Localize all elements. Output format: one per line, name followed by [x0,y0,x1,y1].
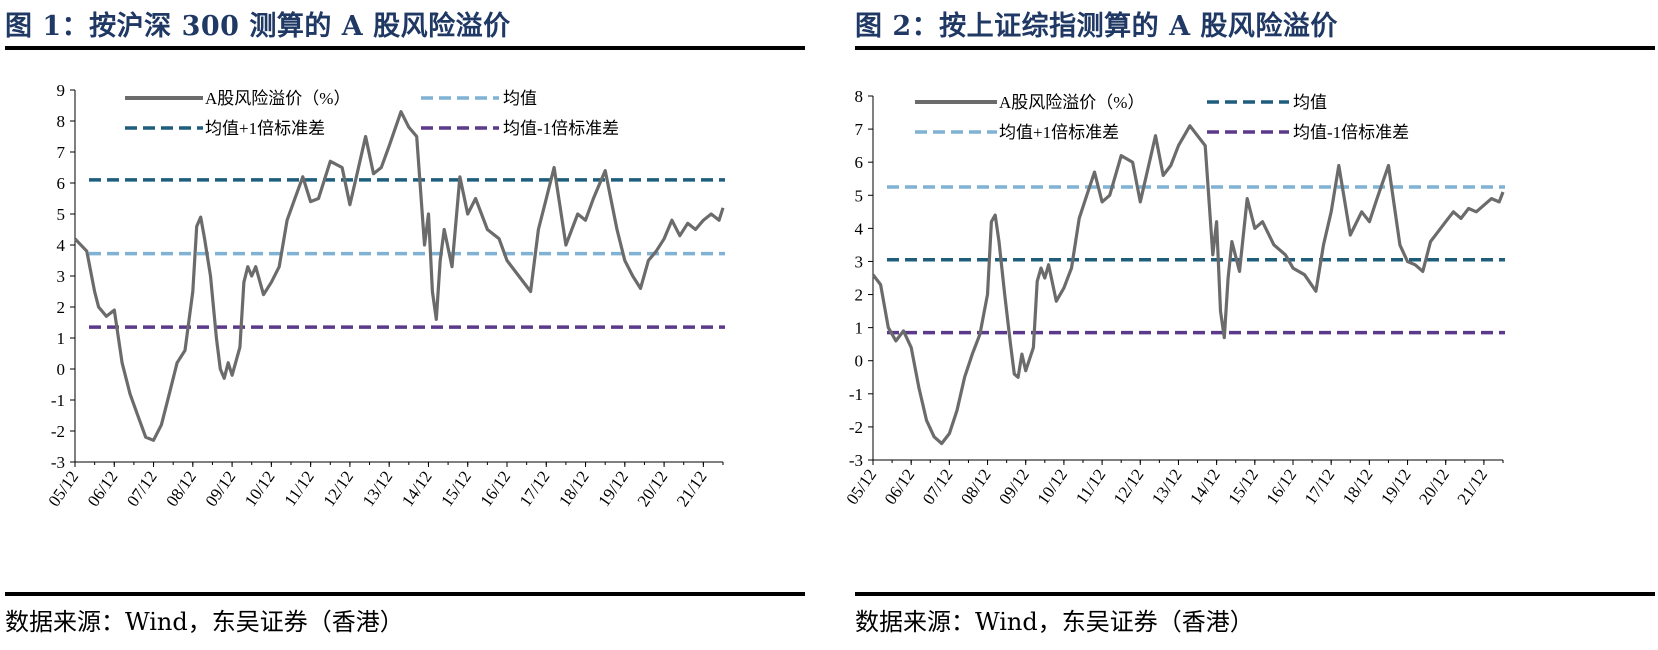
source-rule [855,592,1655,596]
legend-label-series: A股风险溢价（%） [205,89,350,108]
x-tick-label: 06/12 [881,465,919,508]
y-tick-label: 5 [855,186,864,205]
y-tick-label: 9 [57,81,66,100]
x-tick-label: 18/12 [555,467,593,510]
y-tick-label: 2 [855,286,864,305]
legend-label-mean-minus: 均值-1倍标准差 [1293,123,1409,142]
legend-label-mean-minus: 均值-1倍标准差 [503,119,619,138]
y-tick-label: 7 [855,120,864,139]
x-tick-label: 17/12 [516,467,554,510]
x-tick-label: 16/12 [476,467,514,510]
y-tick-label: 6 [855,153,864,172]
y-tick-label: 1 [57,329,66,348]
source-note: 数据来源：Wind，东吴证券（香港） [5,608,404,636]
y-tick-label: -3 [51,453,65,472]
y-tick-label: -1 [51,391,65,410]
y-tick-label: 3 [855,252,864,271]
x-tick-label: 14/12 [398,467,436,510]
x-tick-label: 12/12 [319,467,357,510]
x-tick-label: 09/12 [202,467,240,510]
x-tick-label: 09/12 [995,465,1033,508]
plot-area: -3 -2 -1 0 1 2 3 4 5 6 7 8 9 05/12 06/12 07/12 08/12 09/1… [44,81,725,510]
legend-label-mean: 均值 [1293,93,1327,112]
x-tick-label: 15/12 [437,467,475,510]
title-rule [5,46,805,50]
x-tick-label: 14/12 [1186,465,1224,508]
x-tick-label: 08/12 [162,467,200,510]
plot-area: -3 -2 -1 0 1 2 3 4 5 6 7 8 05/12 06/12 07/12 08/12 09/12… [842,87,1505,508]
y-tick-label: 5 [57,205,66,224]
x-tick-label: 13/12 [1148,465,1186,508]
legend-label-mean-plus: 均值+1倍标准差 [999,123,1119,142]
source-note: 数据来源：Wind，东吴证券（香港） [855,608,1254,636]
y-tick-label: -1 [849,385,863,404]
x-tick-label: 20/12 [634,467,672,510]
title-rule [855,46,1655,50]
legend: A股风险溢价（%） 均值 均值+1倍标准差 均值-1倍标准差 [125,89,619,138]
figure-title: 图 2：按上证综指测算的 A 股风险溢价 [855,11,1338,42]
x-tick-label: 05/12 [44,467,82,510]
x-tick-label: 07/12 [123,467,161,510]
legend-label-mean: 均值 [503,89,537,108]
x-tick-label: 20/12 [1415,465,1453,508]
series-line-risk-premium [73,110,725,442]
x-tick-label: 12/12 [1110,465,1148,508]
figure-panel-1: 图 1：按沪深 300 测算的 A 股风险溢价 -3 -2 -1 0 1 2 3 4 5 6 7 8 9… [5,0,805,650]
x-tick-label: 18/12 [1339,465,1377,508]
x-tick-label: 16/12 [1262,465,1300,508]
figure-panel-2: 图 2：按上证综指测算的 A 股风险溢价 -3 -2 -1 0 1 2 3 4 5 6 7 8 05/1… [842,0,1655,650]
x-tick-label: 17/12 [1301,465,1339,508]
y-tick-label: 0 [57,360,66,379]
y-tick-label: 0 [855,352,864,371]
x-tick-label: 07/12 [919,465,957,508]
x-tick-label: 06/12 [84,467,122,510]
source-rule [5,592,805,596]
y-tick-label: 4 [855,219,864,238]
x-tick-label: 13/12 [359,467,397,510]
figure-title: 图 1：按沪深 300 测算的 A 股风险溢价 [5,11,511,42]
x-tick-label: 08/12 [957,465,995,508]
y-tick-label: 2 [57,298,66,317]
x-tick-label: 19/12 [1377,465,1415,508]
x-tick-label: 21/12 [1453,465,1491,508]
y-tick-label: 8 [57,112,66,131]
y-tick-label: 6 [57,174,66,193]
x-tick-label: 15/12 [1224,465,1262,508]
x-tick-label: 11/12 [1072,465,1109,507]
chart-1: -3 -2 -1 0 1 2 3 4 5 6 7 8 9 05/12 06/12 07/12 08/12 09/1… [44,81,725,510]
legend-label-mean-plus: 均值+1倍标准差 [205,119,325,138]
chart-2: -3 -2 -1 0 1 2 3 4 5 6 7 8 05/12 06/12 07/12 08/12 09/12… [842,87,1505,508]
x-tick-label: 21/12 [673,467,711,510]
x-tick-label: 11/12 [280,467,317,509]
y-tick-label: -2 [51,422,65,441]
y-tick-label: 1 [855,319,864,338]
x-tick-label: 10/12 [1033,465,1071,508]
series-line-risk-premium [871,124,1505,446]
x-tick-label: 10/12 [241,467,279,510]
x-tick-label: 19/12 [594,467,632,510]
legend-label-series: A股风险溢价（%） [999,93,1144,112]
y-tick-label: -3 [849,451,863,470]
legend: A股风险溢价（%） 均值 均值+1倍标准差 均值-1倍标准差 [915,93,1409,142]
y-tick-label: -2 [849,418,863,437]
y-tick-label: 8 [855,87,864,106]
y-tick-label: 4 [57,236,66,255]
x-tick-label: 05/12 [842,465,880,508]
y-tick-label: 7 [57,143,66,162]
y-tick-label: 3 [57,267,66,286]
